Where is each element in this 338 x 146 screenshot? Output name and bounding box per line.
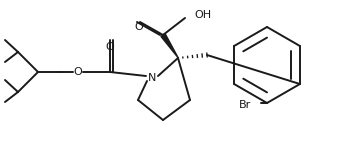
Text: OH: OH [194,10,211,20]
Text: Br: Br [239,100,251,110]
Text: O: O [105,42,114,52]
Polygon shape [161,34,178,58]
Text: N: N [148,73,156,83]
Text: O: O [135,22,143,32]
Text: O: O [74,67,82,77]
